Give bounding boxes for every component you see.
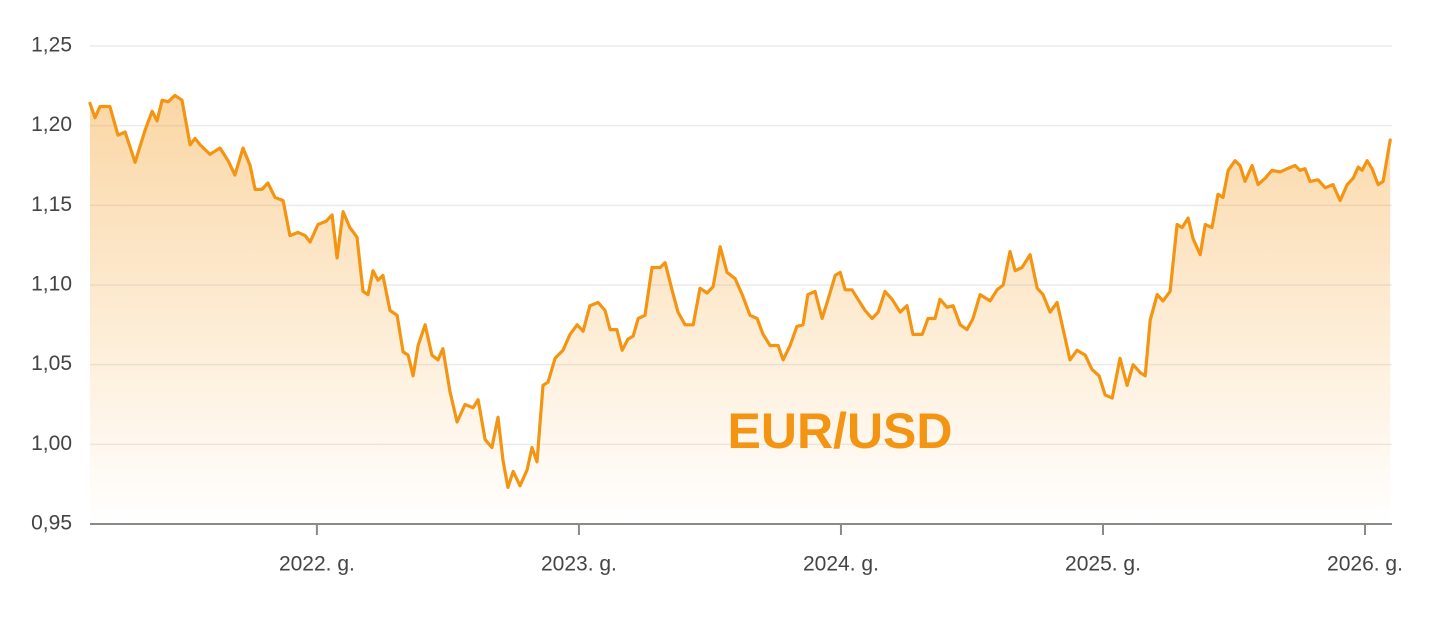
x-tick-label: 2025. g. (1065, 553, 1141, 576)
y-tick-label: 1,05 (31, 352, 72, 375)
x-tick-label: 2022. g. (279, 553, 355, 576)
y-tick-label: 1,15 (31, 193, 72, 216)
x-tick-label: 2024. g. (803, 553, 879, 576)
area-layer (88, 93, 1392, 525)
x-tick-label: 2023. g. (541, 553, 617, 576)
line (88, 93, 1392, 489)
annotation: EUR/USD (727, 403, 952, 459)
y-tick-label: 1,20 (31, 113, 72, 136)
y-tick-label: 1,10 (31, 273, 72, 296)
y-tick-label: 1,25 (31, 34, 72, 57)
y-tick-label: 1,00 (31, 432, 72, 455)
axes: 0,95 1,00 1,05 1,10 1,15 1,20 1,25 2022. g. 2023… (31, 34, 1403, 576)
y-tick-label: 0,95 (31, 512, 72, 535)
area (90, 95, 1391, 525)
x-tick-label: 2026. g. (1327, 553, 1403, 576)
